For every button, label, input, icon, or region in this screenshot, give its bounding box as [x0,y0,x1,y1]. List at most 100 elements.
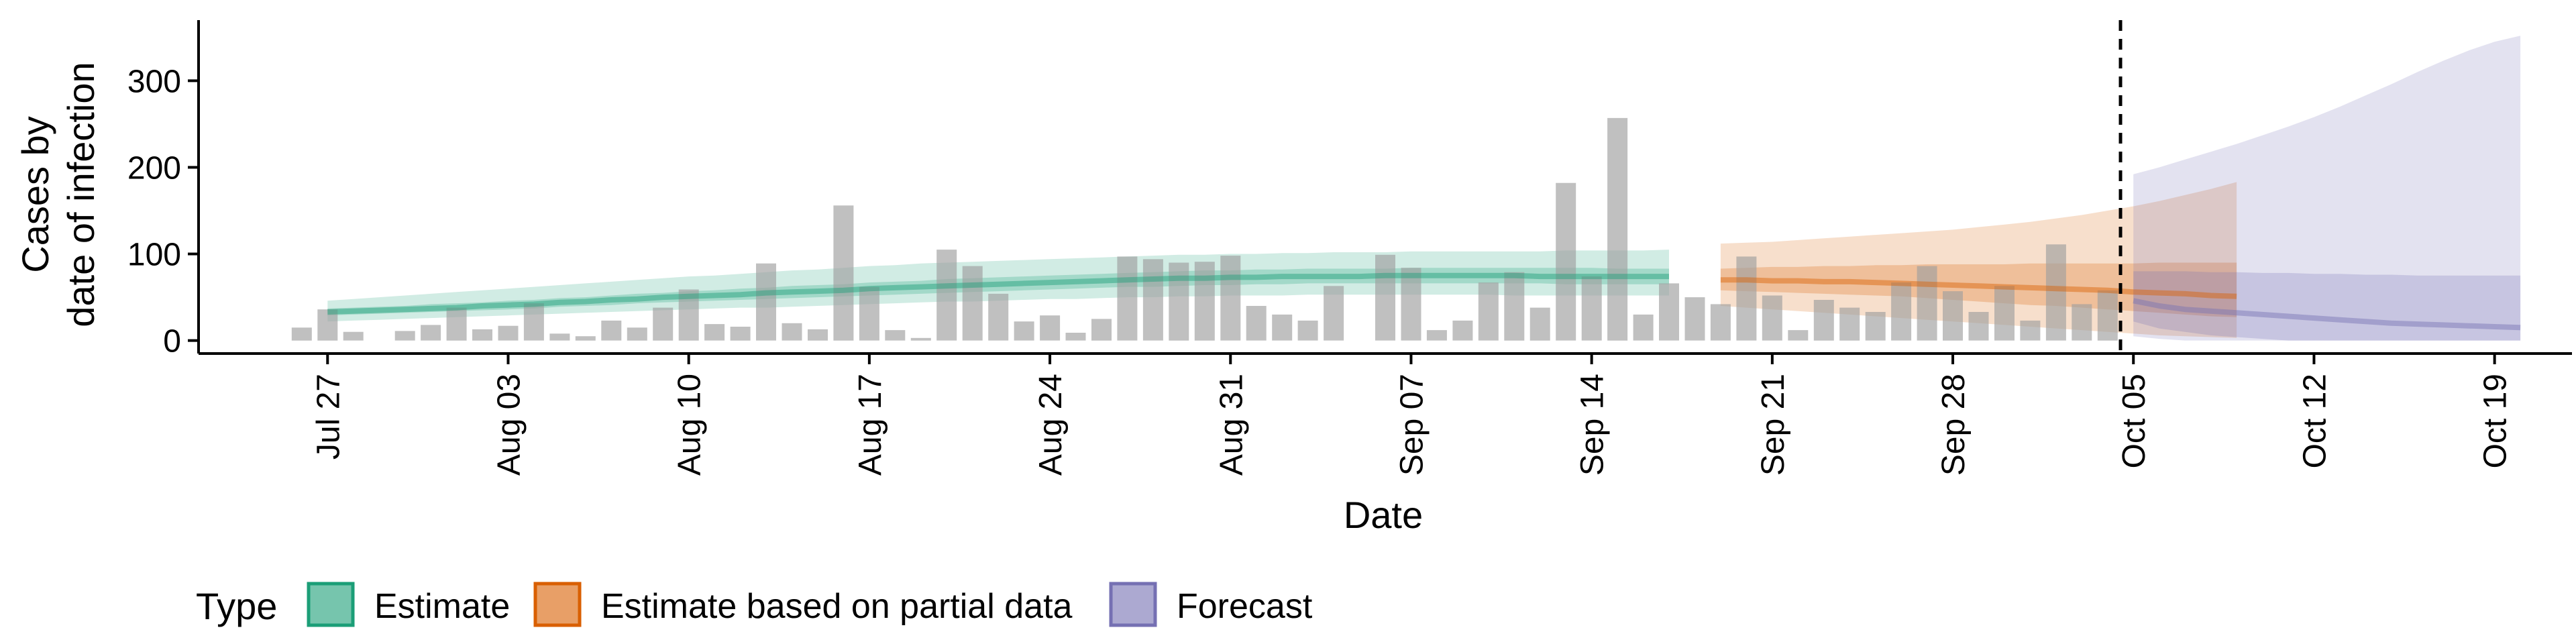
bar-day-26 [962,266,983,341]
x-tick-label-2020-09-28: Sep 28 [1936,374,1972,476]
x-tick-label-2020-08-31: Aug 31 [1214,374,1249,476]
band-outer-forecast [2133,36,2521,341]
legend-title: Type [196,585,277,627]
bar-day-32 [1117,256,1138,341]
bar-day-55 [1710,304,1731,341]
band-inner-estimate [327,268,1669,316]
bar-day-50 [1581,276,1602,341]
bar-day-64 [1943,291,1963,341]
bar-day-23 [885,330,906,341]
bar-day-63 [1917,266,1937,341]
bar-day-10 [549,333,570,341]
bar-day-24 [910,337,931,341]
bar-day-27 [988,293,1009,341]
legend-swatch-forecast [1109,582,1157,627]
band-outer-estimate [327,250,1669,322]
bar-day-57 [1762,295,1782,341]
y-axis-label-line-1: Cases by [14,116,56,272]
bar-day-12 [601,320,622,341]
bar-day-49 [1556,182,1576,341]
bar-day-7 [472,329,492,341]
x-tick-label-2020-07-27: Jul 27 [311,374,346,460]
bar-day-69 [2072,304,2092,341]
x-tick-label-2020-10-05: Oct 05 [2116,374,2152,468]
legend: Type Estimate Estimate based on partial … [196,582,1313,627]
x-tick-label-2020-08-17: Aug 17 [853,374,888,476]
y-tick-label-300: 300 [127,64,181,99]
median-line-estimate-based-on-partial-data [1720,277,2237,299]
legend-entry-estimate: Estimate [374,587,510,626]
legend-entry-partial: Estimate based on partial data [601,587,1073,626]
median-line-forecast [2133,298,2521,331]
axes-layer: 0 100 200 300 Jul 27 Aug 03 Aug 10 Aug 17 Aug 24… [127,20,2572,476]
bar-day-58 [1788,330,1809,341]
bar-day-25 [936,250,957,341]
bar-day-70 [2097,290,2118,341]
bar-day-16 [704,324,725,341]
bar-day-15 [678,289,699,341]
bar-day-11 [575,336,596,341]
bar-day-38 [1272,314,1293,341]
bar-day-8 [498,325,519,341]
band-inner-forecast [2133,271,2521,341]
bar-day-37 [1246,306,1267,341]
bar-day-34 [1169,262,1189,341]
bar-day-17 [730,327,751,341]
y-tick-label-100: 100 [127,237,181,273]
bar-day-14 [653,307,674,341]
bar-day-18 [756,263,776,341]
bar-day-6 [446,307,467,341]
legend-swatch-partial [533,582,582,627]
bar-day-48 [1529,307,1550,341]
x-tick-label-2020-10-12: Oct 12 [2297,374,2332,468]
bar-day-68 [2045,244,2066,341]
bar-day-65 [1968,312,1989,341]
bar-day-9 [523,303,544,341]
bar-day-4 [394,331,415,341]
bar-day-0 [291,327,312,341]
y-axis-label-line-2: date of infection [60,62,102,327]
bar-day-2 [343,331,364,341]
bar-day-40 [1324,286,1344,341]
bar-day-20 [808,329,828,341]
median-line-estimate [327,272,1669,315]
bar-day-46 [1478,282,1499,341]
bar-day-42 [1375,254,1395,341]
bar-day-51 [1607,117,1628,341]
median-layer [327,272,2521,331]
bar-day-66 [1994,286,2015,341]
y-tick-label-200: 200 [127,150,181,186]
bar-day-47 [1504,272,1525,341]
x-tick-label-2020-08-10: Aug 10 [672,374,708,476]
x-tick-label-2020-08-24: Aug 24 [1033,374,1069,476]
bar-day-29 [1040,315,1061,341]
bar-day-22 [859,286,879,341]
legend-swatch-estimate [307,582,355,627]
bar-day-44 [1426,330,1447,341]
bar-day-52 [1633,314,1654,341]
y-tick-label-0: 0 [163,324,181,360]
bar-day-30 [1065,333,1086,341]
bar-day-61 [1865,312,1886,341]
bar-day-21 [833,205,854,341]
bar-day-5 [421,325,441,341]
x-tick-label-2020-08-03: Aug 03 [492,374,527,476]
x-tick-label-2020-09-21: Sep 21 [1756,374,1791,476]
bar-day-54 [1684,297,1705,341]
legend-entry-forecast: Forecast [1177,587,1313,626]
x-axis-label: Date [1344,494,1423,536]
bar-day-39 [1297,320,1318,341]
bar-day-13 [627,327,647,341]
bar-day-33 [1142,259,1163,341]
bar-day-31 [1091,319,1112,341]
x-tick-label-2020-09-14: Sep 14 [1575,374,1611,476]
bar-day-59 [1813,300,1834,341]
bar-day-53 [1659,283,1679,341]
bar-day-43 [1401,268,1421,341]
bar-day-36 [1220,256,1241,341]
x-tick-label-2020-09-07: Sep 07 [1395,374,1430,476]
bar-day-35 [1194,262,1215,341]
bar-day-45 [1452,320,1473,341]
bar-day-56 [1736,256,1757,341]
